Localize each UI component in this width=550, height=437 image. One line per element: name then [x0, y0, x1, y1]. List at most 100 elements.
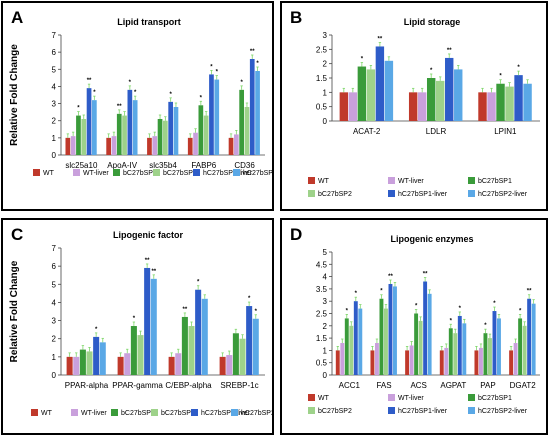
- bar-wt-acat-2: [339, 92, 349, 121]
- chart-title: Lipogenic factor: [113, 230, 184, 240]
- legend-label-hc27bsp2-liver: hC27bSP2-liver: [243, 170, 272, 177]
- chart-title: Lipid transport: [117, 17, 181, 27]
- category-label: FAS: [376, 381, 391, 390]
- bar-wt-c-ebp-alpha: [168, 356, 175, 375]
- significance-mark: *: [484, 323, 487, 329]
- y-axis-label: Relative Fold Change: [9, 44, 20, 146]
- significance-mark: *: [346, 308, 349, 314]
- y-tick-label: 0: [52, 151, 57, 160]
- category-label: FABP6: [191, 161, 216, 170]
- category-label: DGAT2: [510, 381, 537, 390]
- bar-hc27bsp1-liver-lpin1: [514, 75, 523, 121]
- bar-wt-ppar-alpha: [66, 356, 73, 375]
- bar-wt-liver-pap: [478, 347, 483, 375]
- y-tick-label: 2.5: [316, 45, 328, 54]
- panel-letter: C: [11, 225, 23, 244]
- y-tick-label: 0: [323, 371, 328, 380]
- category-label: SREBP-1c: [220, 381, 258, 390]
- bar-bc27bsp1-fabp6: [198, 105, 204, 155]
- bar-hc27bsp2-liver-acs: [427, 293, 432, 375]
- y-tick-label: 2: [323, 60, 328, 69]
- y-tick-label: 5: [52, 65, 57, 74]
- bar-hc27bsp2-liver-fas: [393, 286, 397, 375]
- bar-bc27bsp1-agpat: [448, 328, 453, 375]
- bar-wt-liver-acs: [409, 345, 414, 375]
- significance-mark: *: [459, 306, 462, 312]
- bar-bc27bsp2-c-ebp-alpha: [188, 326, 195, 375]
- y-tick-label: 1: [52, 134, 57, 143]
- bar-hc27bsp2-liver-pap: [497, 318, 501, 375]
- bar-bc27bsp1-ppar-gamma: [130, 326, 137, 375]
- legend-swatch-wt: [308, 394, 315, 401]
- significance-mark: *: [430, 68, 433, 74]
- bar-hc27bsp2-liver-agpat: [462, 323, 467, 375]
- bar-wt-lpin1: [478, 92, 487, 121]
- legend-swatch-bc27bsp2: [151, 409, 158, 416]
- legend-label-bc27bsp1: bC27bSP1: [123, 170, 157, 177]
- bar-bc27bsp2-slc25a10: [81, 119, 87, 155]
- bar-wt-liver-ldlr: [417, 92, 427, 121]
- significance-mark: **: [87, 78, 92, 84]
- y-tick-label: 2: [52, 117, 57, 126]
- significance-mark: *: [200, 95, 203, 101]
- bar-hc27bsp2-liver-slc25a10: [92, 100, 97, 155]
- significance-mark: *: [169, 92, 172, 98]
- bar-wt-liver-lpin1: [487, 92, 496, 121]
- bar-hc27bsp1-liver-fabp6: [209, 74, 214, 155]
- legend-swatch-hc27bsp2-liver: [233, 169, 240, 176]
- bar-hc27bsp2-liver-ppar-alpha: [99, 342, 106, 375]
- bar-bc27bsp2-fabp6: [203, 115, 209, 155]
- legend-swatch-bc27bsp2: [308, 407, 315, 414]
- category-label: LDLR: [426, 127, 447, 136]
- panel-a: A Lipid transport Relative Fold Change 0 1 2 3…: [1, 1, 274, 211]
- legend-swatch-wt: [308, 177, 315, 184]
- y-tick-label: 3: [323, 297, 328, 306]
- y-tick-label: 3: [52, 100, 57, 109]
- bar-bc27bsp2-dgat2: [522, 325, 527, 375]
- bar-bc27bsp1-slc25a10: [76, 115, 81, 155]
- significance-mark: **: [117, 104, 122, 110]
- y-tick-label: 6: [52, 262, 57, 271]
- bar-wt-liver-fabp6: [193, 132, 198, 155]
- y-tick-label: 1: [52, 353, 57, 362]
- category-label: PAP: [480, 381, 495, 390]
- y-tick-label: 3.5: [316, 285, 328, 294]
- bar-bc27bsp2-lpin1: [505, 86, 514, 121]
- y-tick-label: 5: [52, 280, 57, 289]
- y-tick-label: 7: [52, 31, 57, 40]
- bar-hc27bsp2-liver-dgat2: [531, 303, 536, 375]
- bar-wt-liver-ppar-alpha: [73, 356, 80, 375]
- bar-wt-dgat2: [509, 350, 514, 375]
- bar-bc27bsp2-ppar-gamma: [137, 335, 144, 375]
- legend-label-hc27bsp1-liver: hC27bSP1-liver: [201, 410, 251, 417]
- y-tick-label: 4: [52, 82, 57, 91]
- y-tick-label: 6: [52, 48, 57, 57]
- bar-bc27bsp1-acs: [414, 313, 419, 375]
- legend-label-wt: WT: [318, 178, 330, 185]
- category-label: ApoA-IV: [107, 161, 137, 170]
- bar-bc27bsp2-agpat: [453, 333, 458, 375]
- bar-wt-ldlr: [408, 92, 418, 121]
- bar-wt-srebp-1c: [219, 356, 226, 375]
- legend-swatch-bc27bsp1: [111, 409, 118, 416]
- category-label: ACAT-2: [353, 127, 381, 136]
- legend-swatch-wt: [33, 169, 40, 176]
- chart-title: Lipogenic enzymes: [390, 234, 473, 244]
- significance-mark: **: [183, 307, 188, 313]
- bar-wt-liver-slc25a10: [70, 136, 76, 155]
- significance-mark: *: [134, 90, 137, 96]
- legend-swatch-bc27bsp1: [468, 177, 475, 184]
- bar-bc27bsp1-fas: [379, 298, 384, 375]
- bar-bc27bsp2-cd36: [244, 107, 250, 155]
- significance-mark: **: [151, 269, 156, 275]
- bar-hc27bsp1-liver-ppar-alpha: [93, 336, 100, 375]
- legend-label-bc27bsp1: bC27bSP1: [121, 410, 155, 417]
- bar-hc27bsp2-liver-cd36: [255, 71, 260, 155]
- bar-wt-pap: [474, 350, 479, 375]
- bar-wt-acs: [405, 350, 410, 375]
- significance-mark: **: [145, 258, 150, 264]
- bar-wt-liver-agpat: [444, 347, 449, 375]
